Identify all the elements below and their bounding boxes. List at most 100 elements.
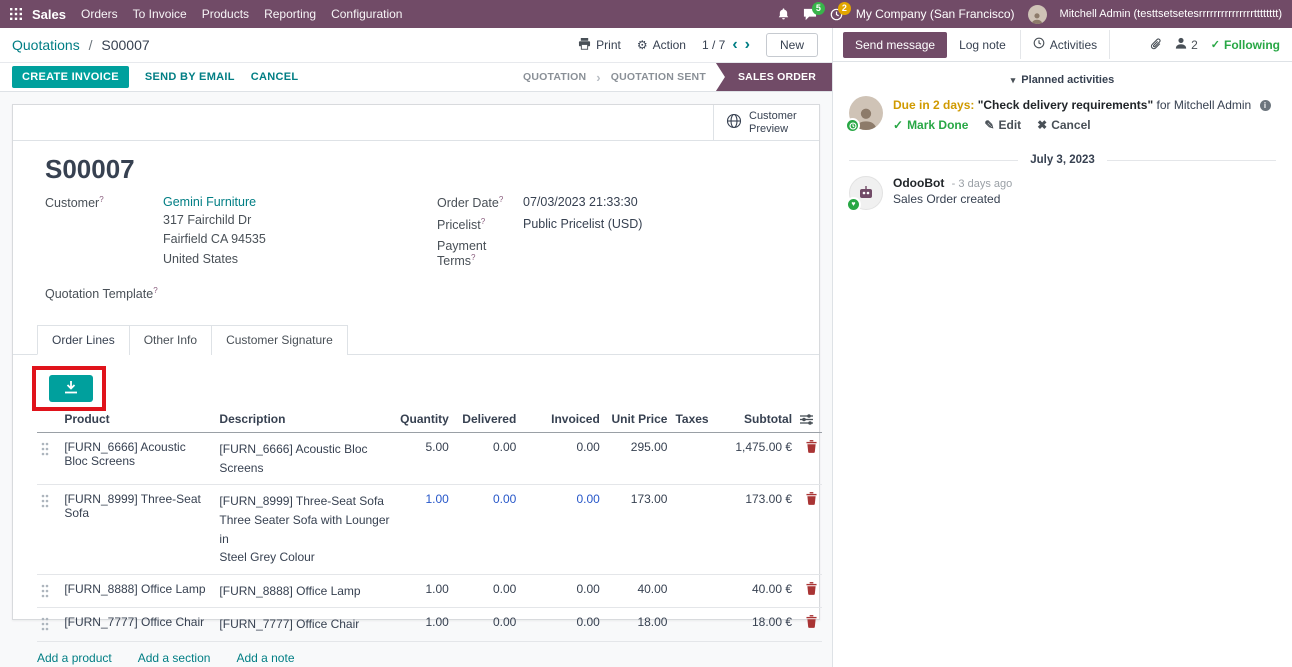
tab-customer-signature[interactable]: Customer Signature [211,325,348,356]
cell-unit-price[interactable]: 40.00 [603,574,672,609]
pager-next-icon[interactable]: › [744,36,750,53]
cell-description[interactable]: [FURN_8999] Three-Seat Sofa Three Seater… [215,484,397,575]
message-body: Sales Order created [893,192,1001,206]
cell-delivered[interactable]: 0.00 [452,574,521,609]
cancel-button[interactable]: CANCEL [250,71,299,83]
planned-activities-header[interactable]: ▾ Planned activities [1010,74,1115,86]
new-button[interactable]: New [765,33,818,57]
action-button[interactable]: ⚙ Action [636,38,686,52]
company-switcher[interactable]: My Company (San Francisco) [855,7,1015,21]
tab-order-lines[interactable]: Order Lines [37,325,130,356]
drag-handle-icon[interactable] [41,615,56,631]
col-subtotal: Subtotal [712,406,797,434]
menu-orders[interactable]: Orders [80,7,118,21]
messages-icon[interactable]: 5 [803,1,825,21]
order-line-row[interactable]: [FURN_7777] Office Chair [FURN_7777] Off… [37,607,822,643]
pager-prev-icon[interactable]: ‹ [732,36,738,53]
cell-delivered[interactable]: 0.00 [452,432,521,486]
cell-product[interactable]: [FURN_8999] Three-Seat Sofa [60,484,216,575]
user-menu[interactable]: Mitchell Admin (testtsetsetesrrrrrrrrrrr… [1059,8,1282,20]
drag-handle-icon[interactable] [41,440,56,456]
cell-description[interactable]: [FURN_6666] Acoustic Bloc Screens [215,432,397,486]
cell-unit-price[interactable]: 18.00 [603,607,672,643]
bell-icon[interactable] [777,7,790,21]
order-line-row[interactable]: [FURN_6666] Acoustic Bloc Screens [FURN_… [37,432,822,486]
cell-delivered[interactable]: 0.00 [452,607,521,643]
step-separator-icon: › [596,69,601,85]
cell-taxes[interactable] [671,432,713,486]
cell-quantity[interactable]: 5.00 [396,432,453,486]
cell-delivered[interactable]: 0.00 [452,484,521,575]
cell-quantity[interactable]: 1.00 [396,607,453,643]
drag-handle-icon[interactable] [41,582,56,598]
menu-reporting[interactable]: Reporting [264,7,317,21]
download-import-button[interactable] [49,375,93,403]
cell-invoiced[interactable]: 0.00 [520,484,604,575]
send-message-button[interactable]: Send message [843,31,948,58]
cell-product[interactable]: [FURN_8888] Office Lamp [60,574,216,609]
step-sales-order[interactable]: SALES ORDER [715,63,832,91]
odoobot-heart-badge: ♥ [846,197,861,212]
cell-quantity[interactable]: 1.00 [396,484,453,575]
pricelist-field[interactable]: Public Pricelist (USD) [523,217,643,232]
cell-product[interactable]: [FURN_7777] Office Chair [60,607,216,643]
add-product-link[interactable]: Add a product [37,651,112,666]
apps-grid-icon[interactable] [8,8,24,20]
attachment-icon[interactable] [1150,38,1162,51]
cell-invoiced[interactable]: 0.00 [520,432,604,486]
edit-activity-button[interactable]: ✎ Edit [984,118,1022,132]
create-invoice-button[interactable]: CREATE INVOICE [12,66,129,88]
menu-to-invoice[interactable]: To Invoice [132,7,187,21]
menu-products[interactable]: Products [201,7,250,21]
activities-tab[interactable]: Activities [1019,30,1111,59]
cell-invoiced[interactable]: 0.00 [520,574,604,609]
delete-row-icon[interactable] [806,492,817,506]
info-icon[interactable]: i [1259,100,1271,112]
mark-done-button[interactable]: ✓ Mark Done [893,118,969,132]
followers-button[interactable]: 2 [1175,37,1198,52]
caret-down-icon: ▾ [1010,74,1016,85]
tab-other-info[interactable]: Other Info [128,325,213,356]
add-section-link[interactable]: Add a section [137,651,211,666]
cell-description[interactable]: [FURN_7777] Office Chair [215,607,397,643]
cell-taxes[interactable] [671,574,713,609]
app-name[interactable]: Sales [32,6,66,22]
cell-product[interactable]: [FURN_6666] Acoustic Bloc Screens [60,432,216,486]
drag-handle-icon[interactable] [41,492,56,508]
log-note-tab[interactable]: Log note [959,37,1006,52]
customer-preview-button[interactable]: Customer Preview [713,105,819,140]
cell-unit-price[interactable]: 295.00 [603,432,672,486]
cell-taxes[interactable] [671,607,713,643]
chatter-header: Send message Log note Activities 2 [833,28,1292,62]
order-date-field[interactable]: 07/03/2023 21:33:30 [523,195,638,209]
activity-avatar[interactable] [845,96,883,133]
cell-description[interactable]: [FURN_8888] Office Lamp [215,574,397,609]
send-by-email-button[interactable]: SEND BY EMAIL [144,71,235,83]
add-note-link[interactable]: Add a note [236,651,295,666]
print-button[interactable]: Print [578,37,621,53]
step-quotation-sent[interactable]: QUOTATION SENT [610,71,706,83]
delete-row-icon[interactable] [806,615,817,629]
delete-row-icon[interactable] [806,581,817,595]
customer-link[interactable]: Gemini Furniture [163,195,257,209]
cell-unit-price[interactable]: 173.00 [603,484,672,575]
order-line-row[interactable]: [FURN_8999] Three-Seat Sofa [FURN_8999] … [37,484,822,575]
cell-invoiced[interactable]: 0.00 [520,607,604,643]
delete-row-icon[interactable] [806,440,817,454]
step-quotation[interactable]: QUOTATION [523,71,587,83]
cell-taxes[interactable] [671,484,713,575]
user-avatar[interactable] [1027,4,1047,24]
menu-configuration[interactable]: Configuration [331,7,403,21]
activities-badge: 2 [837,1,851,15]
cell-quantity[interactable]: 1.00 [396,574,453,609]
order-line-row[interactable]: [FURN_8888] Office Lamp [FURN_8888] Offi… [37,574,822,609]
help-marker: ? [480,217,486,227]
message-author[interactable]: OdooBot [893,176,945,190]
activities-clock-icon[interactable]: 2 [830,1,851,21]
col-taxes: Taxes [671,406,713,434]
breadcrumb-quotations[interactable]: Quotations [12,37,80,53]
form-view: Customer Preview S00007 Customer? Gemini… [0,92,832,667]
following-button[interactable]: ✓ Following [1210,37,1280,52]
optional-columns-icon[interactable] [800,413,814,425]
cancel-activity-button[interactable]: ✖ Cancel [1037,118,1091,132]
